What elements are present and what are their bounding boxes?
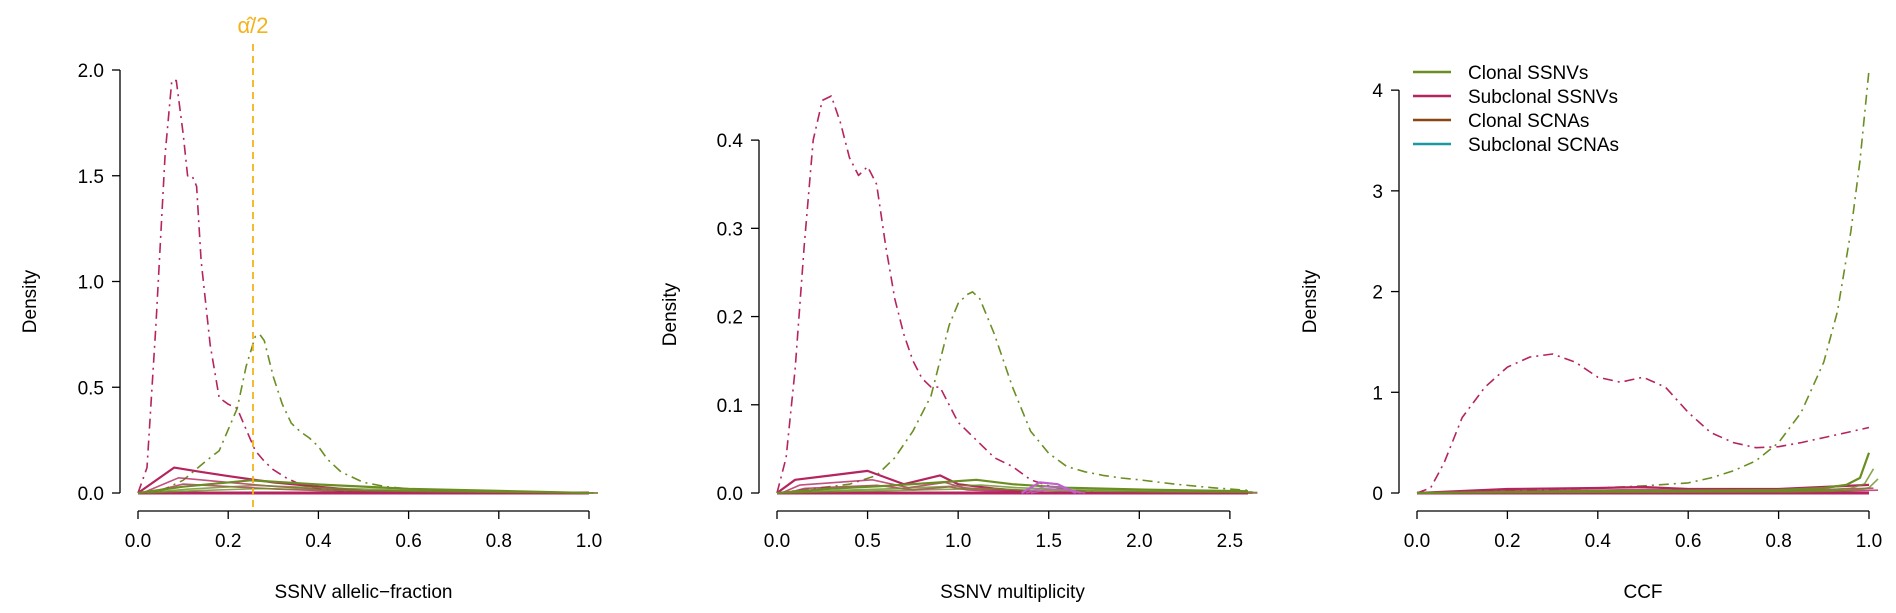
y-tick-label: 0.5 (78, 378, 104, 399)
series-clonal_ssnv-dashdot (137, 333, 589, 494)
x-tick-label: 0.5 (854, 531, 880, 552)
x-tick-label: 0.4 (1585, 531, 1612, 552)
y-tick-label: 2.0 (78, 61, 104, 82)
y-tick-label: 0.1 (717, 396, 743, 417)
x-tick-label: 1.0 (576, 531, 602, 552)
legend-label: Clonal SCNAs (1468, 111, 1589, 132)
y-axis: 0.0 0.5 1.0 1.5 2.0 (78, 61, 121, 505)
allelic-fraction-panel: 0.0 0.5 1.0 1.5 2.0 Density 0.0 0.2 0.4 0.6 0.8 1.0… (20, 13, 602, 603)
series-replicate (781, 484, 1253, 494)
series-replicate (146, 487, 599, 494)
x-tick-label: 0.6 (395, 531, 421, 552)
x-tick-label: 0.8 (1765, 531, 1791, 552)
series-replicate (1030, 488, 1086, 494)
y-tick-label: 0.0 (78, 484, 104, 505)
ccf-panel: 0 1 2 3 4 Density 0.0 0.2 0.4 0.6 0.8 1.0 CCF Clonal … (1300, 63, 1882, 603)
x-axis-title: SSNV allelic−fraction (275, 582, 453, 603)
x-axis: 0.0 0.2 0.4 0.6 0.8 1.0 (125, 510, 602, 552)
x-tick-label: 0.0 (125, 531, 151, 552)
x-axis-title: CCF (1623, 582, 1662, 603)
legend: Clonal SSNVs Subclonal SSNVs Clonal SCNAs S… (1413, 63, 1619, 156)
x-tick-label: 2.0 (1126, 531, 1152, 552)
x-tick-label: 1.5 (1036, 531, 1062, 552)
y-tick-label: 0.0 (717, 484, 743, 505)
y-tick-label: 4 (1372, 81, 1383, 102)
series-subclonal_ssnv-dashdot (137, 79, 589, 494)
x-axis-title: SSNV multiplicity (940, 582, 1085, 603)
series-clonal_ssnv-dashdot (1416, 69, 1870, 494)
x-axis: 0.0 0.2 0.4 0.6 0.8 1.0 (1404, 510, 1882, 552)
x-tick-label: 0.2 (1494, 531, 1520, 552)
y-tick-label: 0.4 (717, 131, 744, 152)
x-tick-label: 0.6 (1675, 531, 1701, 552)
x-tick-label: 1.0 (1856, 531, 1882, 552)
y-axis: 0 1 2 3 4 (1372, 81, 1400, 505)
y-tick-label: 0.2 (717, 308, 743, 329)
x-tick-label: 1.0 (945, 531, 971, 552)
series-subclonal_ssnv-dashdot (776, 95, 1248, 494)
series-clonal_ssnv-solid-band (776, 478, 1249, 495)
y-tick-label: 1 (1372, 383, 1383, 404)
x-tick-label: 0.8 (486, 531, 512, 552)
y-tick-label: 1.0 (78, 273, 104, 294)
x-tick-label: 2.5 (1217, 531, 1243, 552)
series-clonal_ssnv-solid-band (1416, 452, 1871, 495)
series-clonal_ssnv-dashdot (776, 291, 1249, 494)
y-axis-title: Density (660, 282, 681, 346)
y-tick-label: 0.3 (717, 219, 743, 240)
multiplicity-panel: 0.0 0.1 0.2 0.3 0.4 Density 0.0 0.5 1.0 1.5 2.0 2.5… (660, 95, 1258, 603)
alpha-half-label: α̂/2 (237, 13, 268, 38)
y-axis: 0.0 0.1 0.2 0.3 0.4 (717, 131, 760, 505)
y-tick-label: 1.5 (78, 167, 104, 188)
series-replicate (786, 487, 1258, 494)
y-tick-label: 2 (1372, 283, 1383, 304)
y-axis-title: Density (20, 269, 41, 333)
x-tick-label: 0.2 (215, 531, 241, 552)
x-axis: 0.0 0.5 1.0 1.5 2.0 2.5 (764, 510, 1243, 552)
legend-label: Clonal SSNVs (1468, 63, 1588, 84)
y-tick-label: 3 (1372, 182, 1383, 203)
series-subclonal_ssnv-dashdot (1416, 353, 1870, 494)
x-tick-label: 0.4 (305, 531, 332, 552)
series-replicate (1425, 478, 1879, 494)
legend-label: Subclonal SSNVs (1468, 87, 1618, 108)
y-axis-title: Density (1300, 269, 1321, 333)
y-tick-label: 0 (1372, 484, 1383, 505)
x-tick-label: 0.0 (1404, 531, 1430, 552)
x-tick-label: 0.0 (764, 531, 790, 552)
legend-label: Subclonal SCNAs (1468, 135, 1619, 156)
